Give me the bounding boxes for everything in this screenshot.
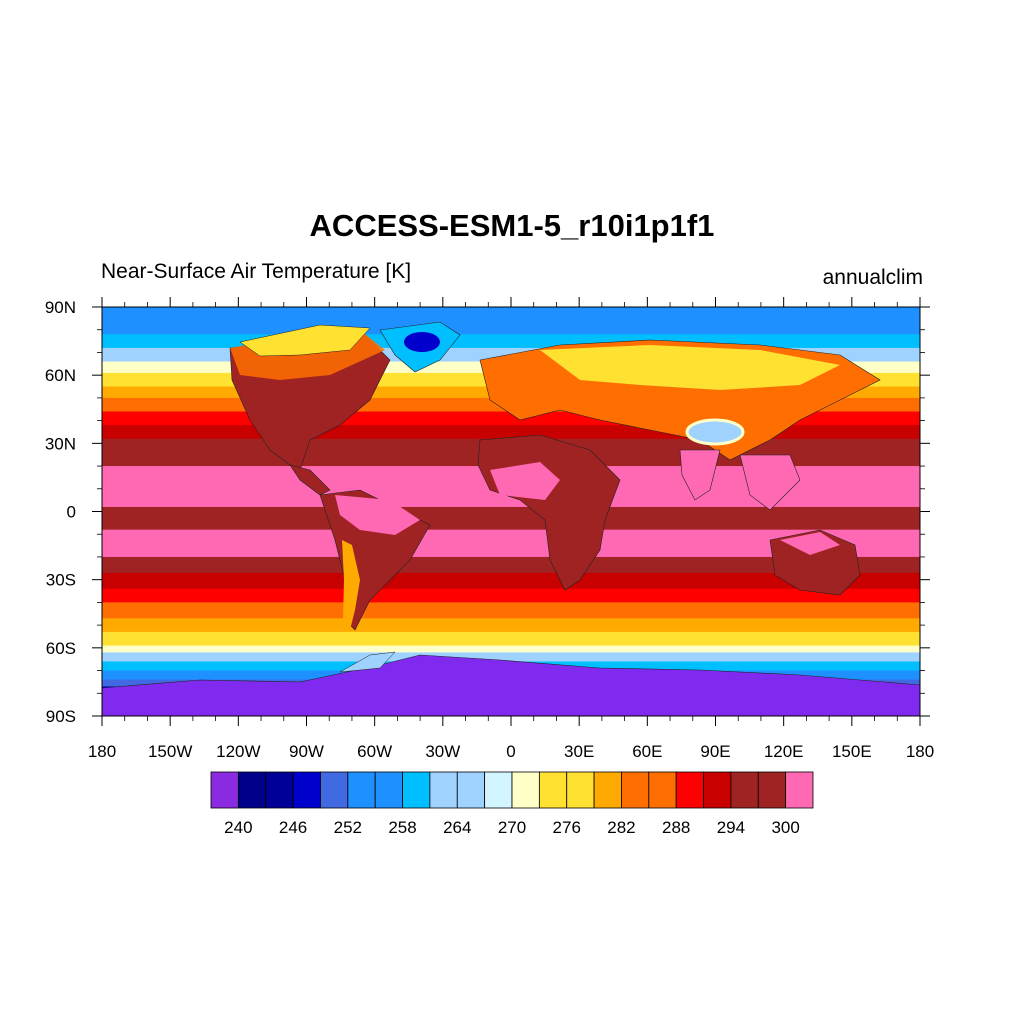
colorbar-swatch-4 [320, 771, 349, 809]
colorbar-swatch-0 [210, 771, 239, 809]
colorbar-label: 288 [662, 818, 690, 837]
latitude-axis: 90N 60N 30N 0 30S 60S 90S [45, 298, 930, 726]
colorbar-swatch-14 [593, 771, 622, 809]
colorbar-label: 252 [334, 818, 362, 837]
antarctic-peninsula [339, 651, 396, 673]
north-australia [780, 532, 840, 555]
colorbar-swatch-12 [538, 771, 568, 809]
lon-tick-label: 60W [357, 742, 392, 761]
lat-tick-label: 60N [45, 366, 76, 385]
lat-tick-label: 60S [46, 639, 76, 658]
lon-tick-label: 30W [425, 742, 460, 761]
tibetan-plateau [685, 418, 745, 446]
colorbar-label: 300 [771, 818, 799, 837]
colorbar-swatch-15 [621, 771, 650, 809]
lon-tick-label: 120E [764, 742, 804, 761]
lon-tick-label: 180 [88, 742, 116, 761]
colorbar-swatch-3 [292, 771, 321, 809]
variable-label: Near-Surface Air Temperature [K] [101, 260, 412, 283]
colorbar-label: 264 [443, 818, 471, 837]
greenland-ice [404, 332, 440, 352]
colorbar-swatch-16 [648, 771, 677, 809]
india [679, 449, 721, 501]
colorbar-swatch-2 [265, 771, 294, 809]
land-masses [102, 321, 920, 716]
colorbar-swatch-19 [730, 771, 759, 809]
central-america [289, 464, 331, 496]
antarctica-coast [102, 654, 920, 716]
andes [342, 540, 360, 630]
colorbar-swatch-5 [347, 771, 376, 809]
colorbar-swatch-7 [402, 771, 431, 809]
temperature-band-20 [102, 652, 920, 662]
colorbar-swatch-8 [429, 771, 458, 809]
colorbar-label: 276 [553, 818, 581, 837]
southeast-asia [739, 454, 801, 511]
lat-tick-label: 30N [45, 434, 76, 453]
colorbar-swatch-11 [511, 771, 540, 809]
sahel [490, 462, 560, 500]
temperature-band-14 [102, 572, 920, 590]
colorbar-swatch-1 [237, 771, 267, 809]
temperature-band-1 [102, 334, 920, 349]
longitude-axis: 180 150W 120W 90W 60W 30W 0 30E 60E 90E 120E 150E 18… [88, 297, 934, 761]
temperature-band-18 [102, 631, 920, 647]
colorbar-swatch-21 [785, 771, 814, 809]
lon-tick-label: 90W [289, 742, 324, 761]
lat-tick-label: 0 [67, 503, 76, 522]
temperature-band-11 [102, 506, 920, 531]
lon-tick-label: 150E [832, 742, 872, 761]
north-america-arctic [239, 324, 371, 357]
colorbar-swatch-18 [703, 771, 732, 809]
lon-tick-label: 30E [564, 742, 594, 761]
colorbar-swatch-13 [566, 771, 595, 809]
colorbar-swatch-20 [757, 771, 787, 809]
lat-tick-label: 30S [46, 571, 76, 590]
temperature-band-13 [102, 556, 920, 574]
lon-tick-label: 90E [700, 742, 730, 761]
colorbar-swatch-6 [374, 771, 403, 809]
temperature-band-19 [102, 645, 920, 653]
amazon-basin [335, 495, 420, 535]
lon-tick-label: 180 [906, 742, 934, 761]
plot-title: ACCESS-ESM1-5_r10i1p1f1 [309, 208, 715, 243]
temperature-band-17 [102, 618, 920, 633]
colorbar-label: 240 [224, 818, 252, 837]
colorbar-label: 258 [388, 818, 416, 837]
lon-tick-label: 0 [506, 742, 515, 761]
colorbar-swatch-10 [484, 771, 513, 809]
temperature-band-15 [102, 588, 920, 603]
temperature-band-0 [102, 307, 920, 335]
colorbar-swatch-17 [675, 771, 704, 809]
temperature-band-16 [102, 602, 920, 619]
lon-tick-label: 60E [632, 742, 662, 761]
siberia [540, 345, 840, 390]
lat-tick-label: 90N [45, 298, 76, 317]
colorbar-swatch-9 [456, 771, 486, 809]
colorbar: 240 246 252 258 264 270 276 282 288 294 300 [210, 771, 814, 837]
lon-tick-label: 120W [216, 742, 260, 761]
colorbar-label: 294 [717, 818, 745, 837]
period-label: annualclim [822, 266, 923, 289]
colorbar-label: 282 [607, 818, 635, 837]
colorbar-label: 246 [279, 818, 307, 837]
colorbar-label: 270 [498, 818, 526, 837]
lat-tick-label: 90S [46, 707, 76, 726]
lon-tick-label: 150W [148, 742, 192, 761]
